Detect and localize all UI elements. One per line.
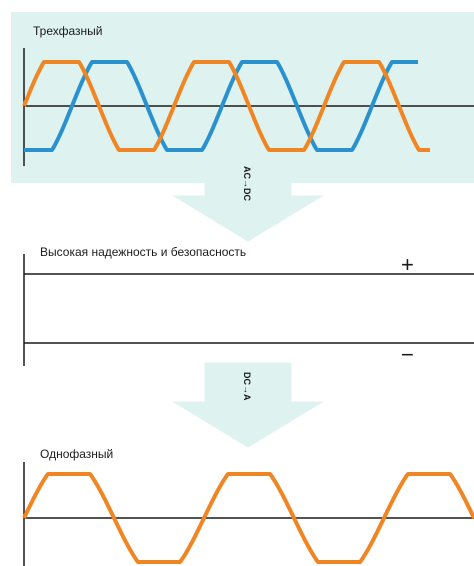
minus-sign: − [401, 342, 414, 367]
ac-dc-arrow-label: AC→DC [242, 166, 252, 201]
three-phase-wave-orange [22, 60, 431, 152]
dc-label: Высокая надежность и безопасность [40, 245, 247, 259]
dc-a-arrow: DC→A [172, 362, 324, 448]
plus-sign: + [401, 252, 414, 277]
three-phase-label: Трехфазный [33, 24, 103, 38]
single-phase-wave [22, 472, 474, 564]
three-phase-wave-blue [23, 60, 419, 152]
single-phase-label: Однофазный [40, 447, 114, 461]
ac-dc-arrow: AC→DC [172, 158, 324, 242]
dc-a-arrow-label: DC→A [242, 372, 252, 401]
